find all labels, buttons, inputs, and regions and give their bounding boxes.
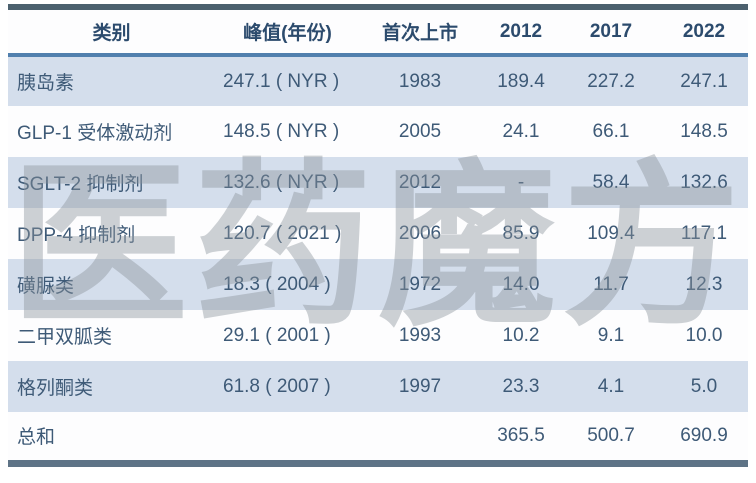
header-row: 类别 峰值(年份) 首次上市 2012 2017 2022: [8, 7, 748, 57]
table-cell: 247.1 ( NYR ): [223, 70, 340, 92]
column-header-2012: 2012: [480, 7, 562, 57]
table-row: GLP-1 受体激动剂 148.5 ( NYR ) 2005 24.1 66.1 148.…: [8, 106, 748, 157]
table-cell: 58.4: [592, 171, 630, 193]
table-cell: 66.1: [592, 120, 630, 142]
table-cell: 10.0: [685, 324, 723, 346]
table-cell: 18.3 ( 2004 ): [223, 273, 331, 295]
table-cell: 109.4: [587, 222, 635, 244]
table-cell: 格列酮类: [17, 378, 94, 399]
table-cell: 85.9: [502, 222, 540, 244]
table-cell: 227.2: [587, 70, 635, 92]
table-row: 总和 365.5 500.7 690.9: [8, 412, 748, 463]
table-body: 胰岛素 247.1 ( NYR ) 1983 189.4 227.2 247.1 GLP-1…: [8, 55, 748, 463]
table-cell: -: [517, 171, 525, 193]
column-header-first-launch: 首次上市: [360, 7, 480, 57]
table-cell: [360, 412, 480, 463]
table-row: 磺脲类 18.3 ( 2004 ) 1972 14.0 11.7 12.3: [8, 259, 748, 310]
table-cell: 胰岛素: [17, 73, 75, 94]
table-cell: 总和: [17, 427, 56, 449]
table-cell: 132.6: [680, 171, 728, 193]
table-cell: 132.6 ( NYR ): [223, 171, 340, 193]
table-row: 二甲双胍类 29.1 ( 2001 ) 1993 10.2 9.1 10.0: [8, 310, 748, 361]
table-cell: 24.1: [502, 120, 540, 142]
table-row: DPP-4 抑制剂 120.7 ( 2021 ) 2006 85.9 109.4 117.…: [8, 208, 748, 259]
column-header-2022: 2022: [660, 7, 748, 57]
table-cell: 1993: [398, 324, 442, 346]
table-cell: 14.0: [502, 273, 540, 295]
table-cell: 10.2: [502, 324, 540, 346]
table-cell: 1997: [398, 375, 442, 397]
table-cell: 189.4: [497, 70, 545, 92]
table-cell: 1972: [398, 273, 442, 295]
column-header-category: 类别: [8, 7, 215, 57]
table-row: SGLT-2 抑制剂 132.6 ( NYR ) 2012 - 58.4 132.6: [8, 157, 748, 208]
table-cell: 9.1: [597, 324, 625, 346]
table-cell: 2005: [398, 120, 442, 142]
column-header-peak: 峰值(年份): [215, 7, 360, 57]
table-cell: 61.8 ( 2007 ): [223, 375, 331, 397]
table-cell: 二甲双胍类: [17, 327, 113, 348]
table-cell: 148.5 ( NYR ): [223, 120, 340, 142]
table-cell: 5.0: [690, 375, 718, 397]
table-cell: 500.7: [587, 424, 635, 446]
table-cell: 1983: [398, 70, 442, 92]
table-cell: SGLT-2 抑制剂: [17, 174, 144, 195]
drug-class-sales-table-container: 类别 峰值(年份) 首次上市 2012 2017 2022 胰岛素 247.1 ( NYR …: [8, 4, 748, 467]
table-cell: 23.3: [502, 375, 540, 397]
table-cell: 4.1: [597, 375, 625, 397]
table-cell: 117.1: [680, 222, 728, 244]
table-cell: 11.7: [593, 273, 629, 295]
table-cell: 247.1: [680, 70, 728, 92]
table-row: 格列酮类 61.8 ( 2007 ) 1997 23.3 4.1 5.0: [8, 361, 748, 412]
column-header-2017: 2017: [562, 7, 660, 57]
table-cell: 12.3: [685, 273, 723, 295]
table-cell: [215, 412, 360, 463]
table-cell: 365.5: [497, 424, 545, 446]
table-cell: 120.7 ( 2021 ): [223, 222, 342, 244]
table-row: 胰岛素 247.1 ( NYR ) 1983 189.4 227.2 247.1: [8, 55, 748, 106]
table-cell: DPP-4 抑制剂: [17, 225, 136, 246]
table-cell: 磺脲类: [17, 276, 75, 297]
table-cell: 2006: [398, 222, 442, 244]
table-cell: 2012: [398, 171, 442, 193]
drug-class-sales-table: 类别 峰值(年份) 首次上市 2012 2017 2022 胰岛素 247.1 ( NYR …: [8, 4, 748, 467]
table-header: 类别 峰值(年份) 首次上市 2012 2017 2022: [8, 7, 748, 57]
table-cell: 690.9: [680, 424, 728, 446]
table-cell: 29.1 ( 2001 ): [223, 324, 331, 346]
table-cell: 148.5: [680, 120, 728, 142]
table-cell: GLP-1 受体激动剂: [17, 123, 173, 144]
